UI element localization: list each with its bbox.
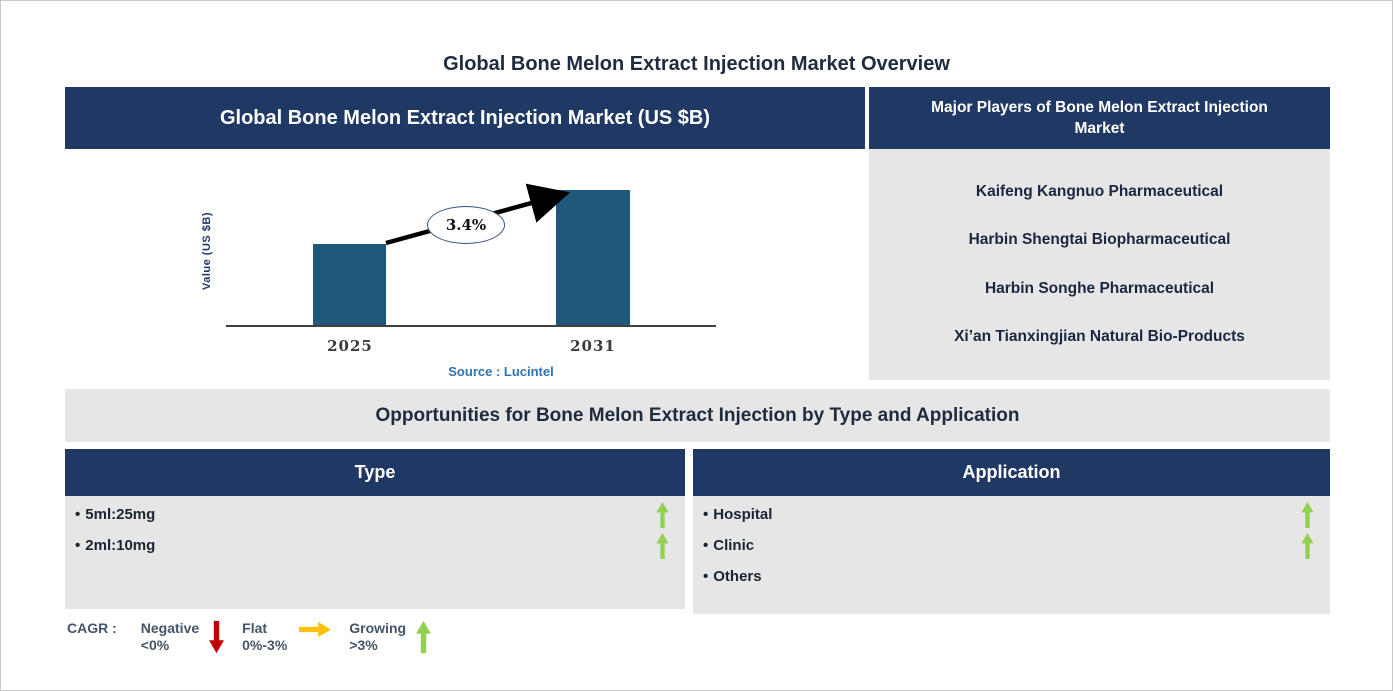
type-column-header: Type <box>65 449 685 496</box>
legend-entry-range: 0%-3% <box>242 637 288 653</box>
application-column-header: Application <box>693 449 1330 496</box>
trend-up-icon <box>656 501 669 528</box>
legend-entry-range: >3% <box>349 637 378 653</box>
list-item: • 5ml:25mg <box>65 499 685 530</box>
bullet-icon: • <box>703 506 709 523</box>
list-item: Xi’an Tianxingjian Natural Bio-Products <box>954 327 1245 345</box>
application-column-body: • Hospital • Clinic • Others <box>693 496 1330 614</box>
cagr-legend: CAGR : Negative <0% Flat 0%-3% Growing >… <box>67 618 449 654</box>
legend-entry-text: Flat 0%-3% <box>242 618 287 654</box>
list-item: Harbin Shengtai Biopharmaceutical <box>968 231 1231 249</box>
bar-2025 <box>313 244 386 325</box>
arrow-right-icon <box>299 622 332 637</box>
players-list: Kaifeng Kangnuo Pharmaceutical Harbin Sh… <box>869 149 1330 380</box>
bullet-icon: • <box>75 537 81 554</box>
list-item: Harbin Songhe Pharmaceutical <box>984 279 1215 297</box>
x-tick-2031: 2031 <box>570 337 616 355</box>
chart-panel-header-label: Global Bone Melon Extract Injection Mark… <box>219 106 711 129</box>
list-item: Kaifeng Kangnuo Pharmaceutical <box>975 183 1224 201</box>
opportunities-banner: Opportunities for Bone Melon Extract Inj… <box>65 389 1330 442</box>
arrow-down-icon <box>209 620 225 654</box>
legend-entry-growing: Growing >3% <box>349 618 432 654</box>
growth-arrow <box>385 183 571 246</box>
list-item: • Hospital <box>693 499 1330 530</box>
arrow-up-icon <box>416 620 432 654</box>
cagr-ellipse-badge: 3.4% <box>427 206 505 244</box>
legend-entry-negative: Negative <0% <box>141 618 225 654</box>
x-axis-line <box>226 325 716 327</box>
trend-up-icon <box>656 532 669 559</box>
bullet-icon: • <box>75 506 81 523</box>
list-item: • 2ml:10mg <box>65 530 685 561</box>
trend-up-icon <box>1301 501 1314 528</box>
legend-entry-flat: Flat 0%-3% <box>242 618 332 654</box>
type-column-body: • 5ml:25mg • 2ml:10mg <box>65 496 685 609</box>
application-header-label: Application <box>962 462 1061 482</box>
players-panel-header: Major Players of Bone Melon Extract Inje… <box>869 87 1330 149</box>
legend-entry-range: <0% <box>140 637 170 653</box>
legend-entry-name: Negative <box>140 620 200 636</box>
x-tick-2025: 2025 <box>327 337 373 355</box>
type-item-label: • 2ml:10mg <box>75 537 156 554</box>
cagr-value: 3.4% <box>445 216 487 234</box>
chart-panel-header: Global Bone Melon Extract Injection Mark… <box>65 87 865 149</box>
chart-source: Source : Lucintel <box>448 364 554 379</box>
page-title: Global Bone Melon Extract Injection Mark… <box>443 53 950 75</box>
application-item-label: • Hospital <box>703 506 773 523</box>
legend-entry-text: Growing >3% <box>349 618 406 654</box>
application-item-label: • Clinic <box>703 537 755 554</box>
list-item: • Others <box>693 561 1330 592</box>
type-item-label: • 5ml:25mg <box>75 506 156 523</box>
application-item-label: • Others <box>703 568 762 585</box>
opportunities-banner-label: Opportunities for Bone Melon Extract Inj… <box>375 404 1020 426</box>
players-panel-header-label: Major Players of Bone Melon Extract Inje… <box>931 99 1268 137</box>
type-header-label: Type <box>354 462 396 482</box>
bullet-icon: • <box>703 537 709 554</box>
cagr-legend-label: CAGR : <box>67 620 117 636</box>
legend-entry-name: Flat <box>242 620 268 636</box>
bar-chart: Value (US $B) 3.4% 2025 2031 Source : Lu… <box>65 149 865 389</box>
trend-up-icon <box>1301 532 1314 559</box>
bullet-icon: • <box>703 568 709 585</box>
list-item: • Clinic <box>693 530 1330 561</box>
legend-entry-name: Growing <box>349 620 407 636</box>
legend-entry-text: Negative <0% <box>141 618 199 654</box>
